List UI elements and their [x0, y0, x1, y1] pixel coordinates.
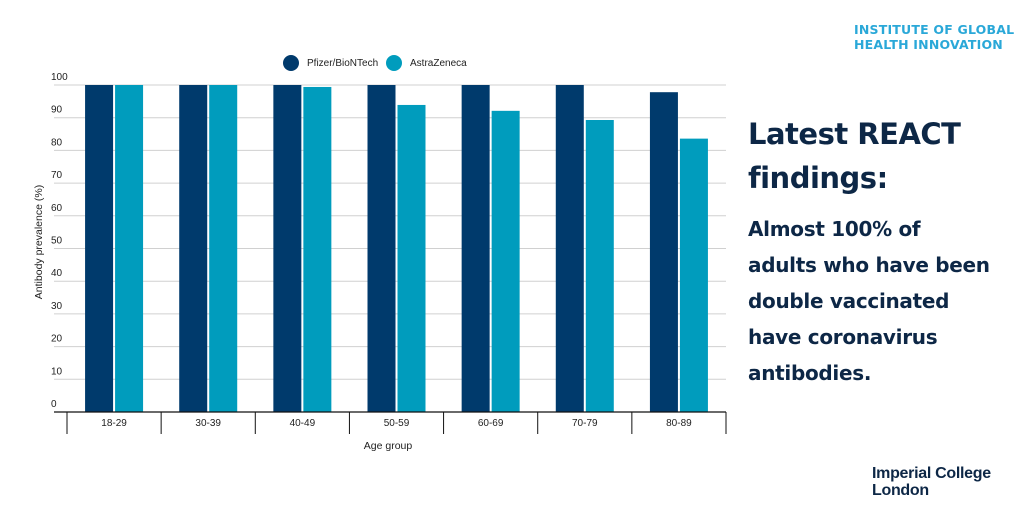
y-tick-label: 80 [51, 137, 63, 148]
y-tick-label: 30 [51, 301, 63, 312]
x-tick-label: 60-69 [478, 418, 504, 429]
y-axis-label: Antibody prevalence (%) [33, 185, 45, 299]
bar-pfizer-40-49 [273, 85, 302, 412]
x-tick-label: 18-29 [101, 418, 127, 429]
bar-astrazeneca-60-69 [491, 110, 520, 412]
legend-swatch [283, 55, 299, 71]
y-tick-label: 70 [51, 170, 63, 181]
bars [85, 85, 708, 413]
legend: Pfizer/BioNTech AstraZeneca [283, 55, 467, 71]
legend-label: Pfizer/BioNTech [307, 58, 378, 69]
x-tick-label: 30-39 [195, 418, 221, 429]
y-tick-label: 20 [51, 334, 63, 345]
y-tick-label: 50 [51, 236, 63, 247]
bar-astrazeneca-18-29 [115, 85, 144, 412]
bar-pfizer-70-79 [555, 85, 584, 412]
bar-astrazeneca-80-89 [679, 138, 708, 413]
bar-astrazeneca-70-79 [585, 119, 614, 412]
bar-pfizer-80-89 [649, 92, 678, 412]
y-tick-label: 100 [51, 72, 68, 83]
bar-pfizer-50-59 [367, 85, 396, 412]
imperial-college-logo: Imperial College London [872, 465, 991, 499]
y-tick-label: 0 [51, 399, 57, 410]
bar-chart: 0 10 20 30 40 50 60 70 80 90 100 18-29 30-39 40-49 50… [33, 55, 727, 452]
bar-pfizer-18-29 [85, 85, 114, 412]
bar-astrazeneca-30-39 [209, 85, 238, 412]
bar-pfizer-30-39 [179, 85, 208, 412]
x-tick-label: 70-79 [572, 418, 598, 429]
x-tick-label: 40-49 [290, 418, 316, 429]
bar-astrazeneca-40-49 [303, 86, 332, 412]
headline: Latest REACT findings: [748, 117, 961, 195]
x-axis-label: Age group [364, 440, 413, 452]
institute-brand: INSTITUTE OF GLOBAL HEALTH INNOVATION [854, 22, 1015, 52]
findings-text: Almost 100% of adults who have been doub… [748, 217, 990, 385]
y-axis-ticks: 0 10 20 30 40 50 60 70 80 90 100 [51, 72, 68, 410]
x-axis: 18-29 30-39 40-49 50-59 60-69 70-79 80-89 [54, 411, 727, 434]
y-tick-label: 10 [51, 366, 63, 377]
bar-pfizer-60-69 [461, 85, 490, 412]
legend-label: AstraZeneca [410, 58, 467, 69]
bar-astrazeneca-50-59 [397, 104, 426, 413]
y-tick-label: 90 [51, 105, 63, 116]
legend-swatch [386, 55, 402, 71]
x-tick-label: 50-59 [384, 418, 410, 429]
x-tick-label: 80-89 [666, 418, 692, 429]
y-tick-label: 40 [51, 268, 63, 279]
y-tick-label: 60 [51, 203, 63, 214]
